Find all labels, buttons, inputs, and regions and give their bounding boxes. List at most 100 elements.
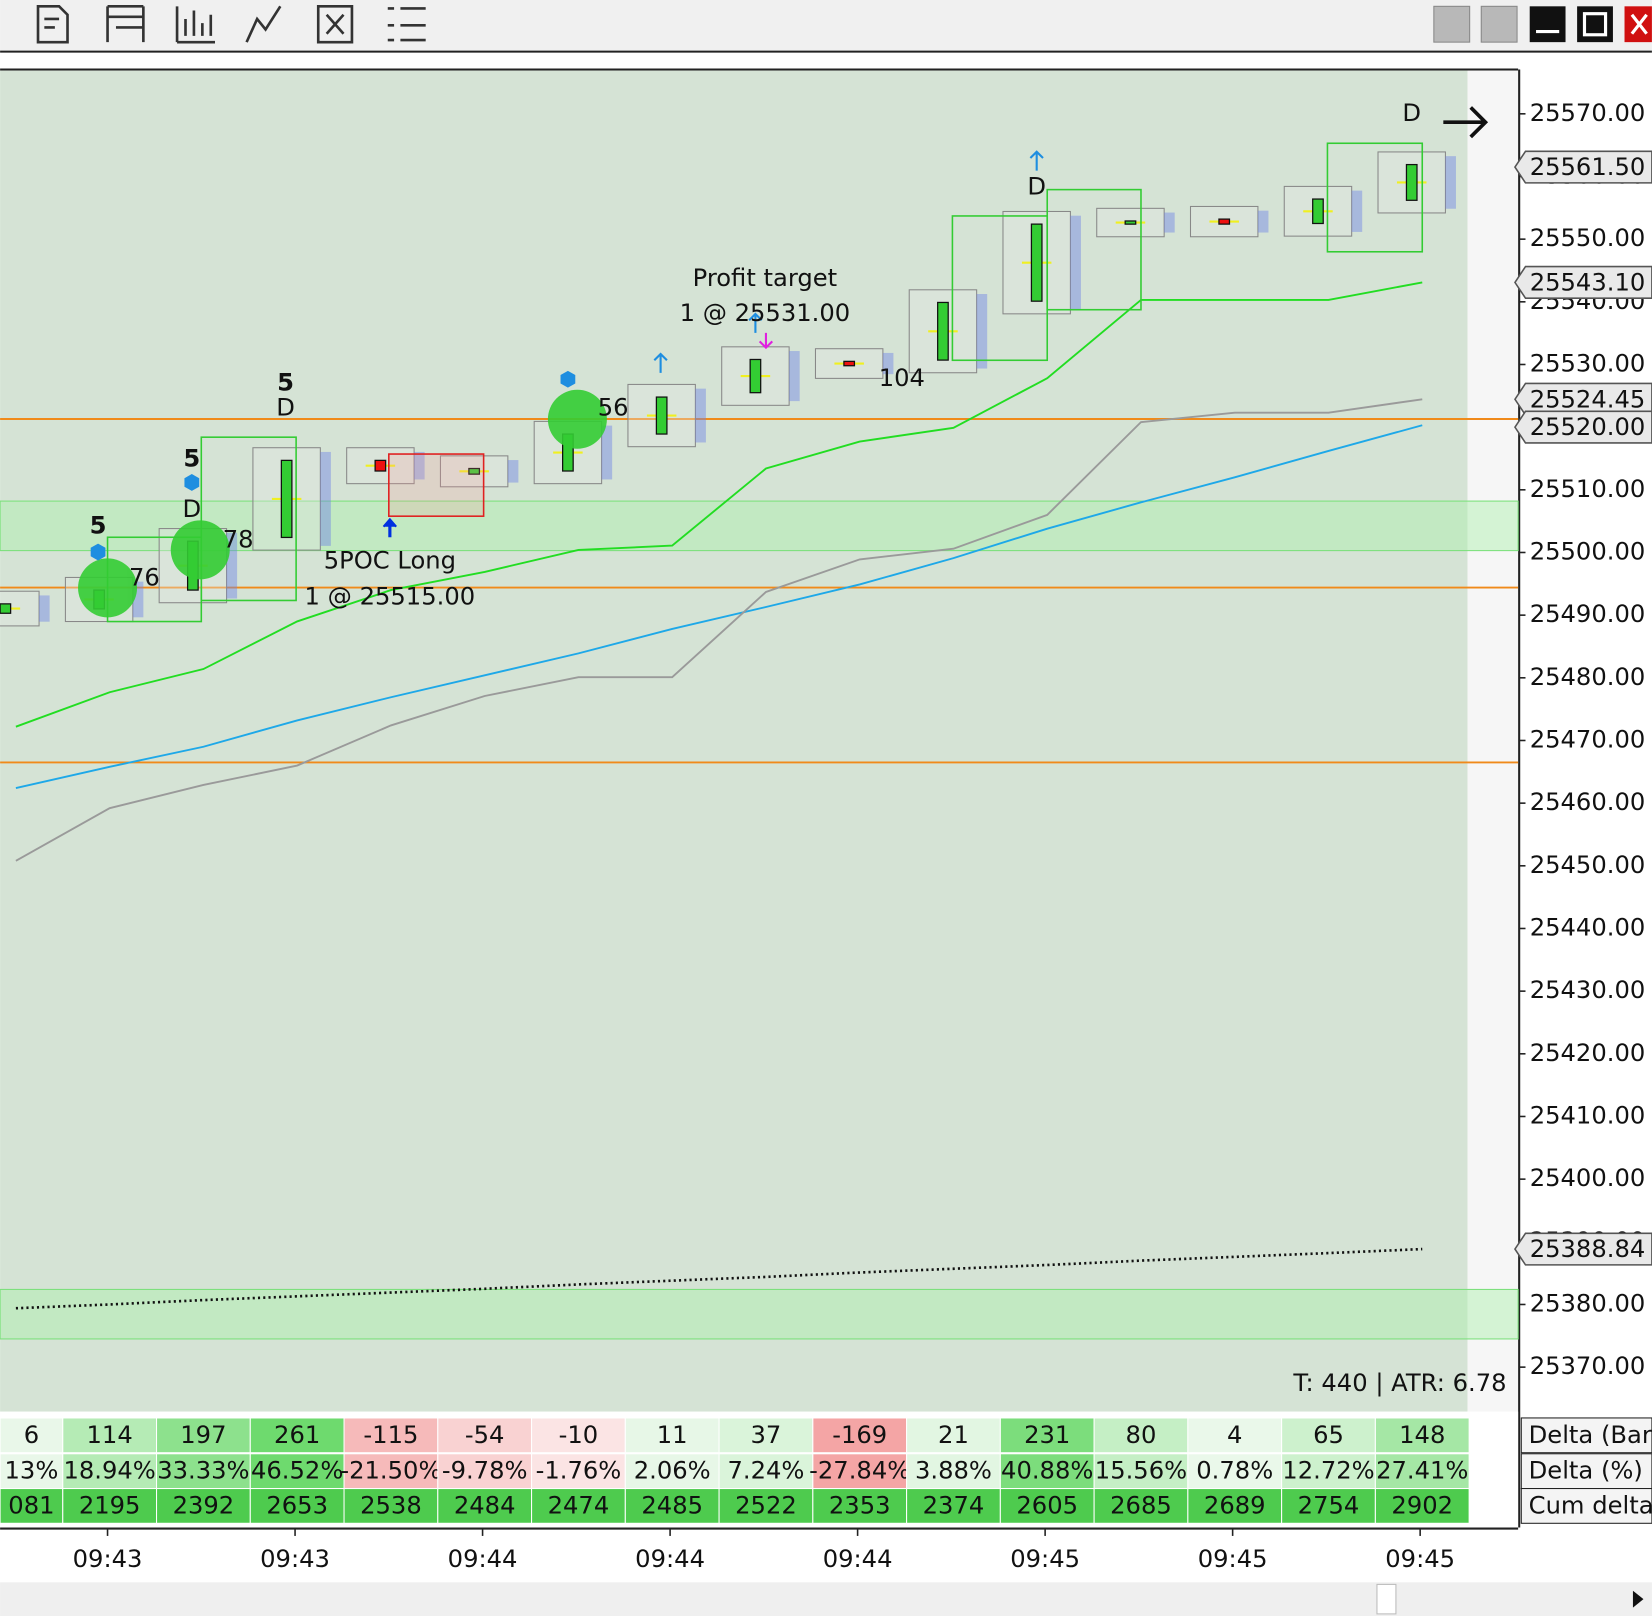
table-cell-text: 4: [1227, 1421, 1242, 1449]
table-cell-text: 37: [751, 1421, 782, 1449]
table-cell-text: 21: [938, 1421, 969, 1449]
volume-profile: [601, 425, 613, 480]
hexagons: [90, 370, 576, 561]
annotation: 78: [223, 525, 254, 553]
table-cell-text: 33.33%: [157, 1457, 249, 1485]
scroll-thumb[interactable]: [1376, 1583, 1397, 1615]
chart-end-arrow: [1443, 106, 1489, 139]
icon-indicators[interactable]: [175, 6, 215, 44]
annotation: 5POC Long: [324, 546, 456, 574]
table-cell-text: 6: [24, 1421, 39, 1449]
volume-profile: [695, 388, 706, 443]
table-cell-text: 80: [1126, 1421, 1157, 1449]
price-marker-label: 25561.50: [1530, 153, 1646, 181]
table-cell-text: 18.94%: [63, 1457, 155, 1485]
time-label: 09:45: [1010, 1545, 1080, 1573]
table-cell-text: 197: [180, 1421, 226, 1449]
table-cell-text: -115: [363, 1421, 418, 1449]
toolbar-icons[interactable]: [36, 5, 426, 44]
scrollbar[interactable]: [0, 1582, 1652, 1616]
table-cell-text: 11: [657, 1421, 688, 1449]
window-button[interactable]: [1433, 5, 1471, 43]
table-cell: [1374, 1417, 1470, 1454]
row-label-cell: [1520, 1488, 1652, 1524]
annotation: 104: [879, 364, 925, 392]
toolbar: [0, 0, 1652, 51]
price-tick-label: 25400.00: [1530, 1164, 1646, 1192]
table-cell: [156, 1417, 251, 1454]
price-tick-label: 25410.00: [1530, 1101, 1646, 1129]
minimize-button[interactable]: [1529, 6, 1566, 43]
table-cell: [1281, 1488, 1376, 1524]
icon-data-box[interactable]: [36, 5, 69, 44]
table-cell-text: -54: [465, 1421, 505, 1449]
table-cell-text: 2474: [548, 1491, 610, 1519]
table-cell: [624, 1417, 720, 1454]
annotation: D: [182, 495, 201, 523]
price-tick-label: 25530.00: [1530, 349, 1646, 377]
annotation: 56: [598, 394, 629, 422]
row-label: Cum delta: [1529, 1491, 1652, 1519]
indicator-line: [15, 424, 1423, 790]
annotation: 5: [183, 444, 200, 472]
table-cell: [718, 1417, 814, 1454]
volume-profile: [976, 294, 988, 369]
table-cell-text: 2374: [923, 1491, 985, 1519]
table-cell-text: 2605: [1016, 1491, 1078, 1519]
up-arrow: [653, 352, 668, 373]
window-button[interactable]: [1480, 5, 1518, 43]
price-tick-label: 25420.00: [1530, 1039, 1646, 1067]
table-cell-text: 2484: [454, 1491, 516, 1519]
volume-profile: [507, 460, 519, 483]
icon-list[interactable]: [387, 7, 426, 42]
icon-properties[interactable]: [106, 5, 145, 43]
scroll-right[interactable]: [1632, 1590, 1644, 1608]
volume-profile: [320, 451, 331, 546]
arrows: [382, 106, 1489, 538]
icon-drawing[interactable]: [245, 5, 282, 43]
price-marker-label: 25388.84: [1530, 1235, 1646, 1263]
table-cell: [0, 1453, 64, 1490]
table-cell: [249, 1417, 345, 1454]
candle: [1124, 220, 1137, 225]
price-tick-label: 25440.00: [1530, 913, 1646, 941]
table-cell-text: 114: [87, 1421, 133, 1449]
table-cell: [1093, 1488, 1189, 1524]
exit-arrow: [758, 332, 774, 350]
price-tick-label: 25370.00: [1530, 1352, 1646, 1380]
table-cell-text: 15.56%: [1095, 1457, 1187, 1485]
table-cell-text: 27.41%: [1376, 1457, 1468, 1485]
signal-box: [1046, 188, 1142, 311]
signal-box: [1326, 142, 1424, 253]
candle: [1312, 198, 1324, 225]
maximize-button[interactable]: [1577, 6, 1613, 43]
table-cell-text: 2522: [735, 1491, 797, 1519]
table-cell-text: 2685: [1110, 1491, 1172, 1519]
signal-dot: [170, 520, 230, 580]
table-cell-text: -169: [832, 1421, 887, 1449]
icon-strategies[interactable]: [316, 5, 354, 44]
price-tick-label: 25550.00: [1530, 224, 1646, 252]
candle: [937, 301, 949, 361]
table-cell-text: -1.76%: [536, 1457, 622, 1485]
table-cell-text: 7.24%: [727, 1457, 804, 1485]
table-cell-text: 148: [1399, 1421, 1445, 1449]
time-label: 09:44: [635, 1545, 705, 1573]
table-cell-text: -27.84%: [809, 1457, 910, 1485]
candle: [1405, 163, 1418, 201]
right-margin: [1467, 70, 1519, 1412]
table-cell: [437, 1453, 533, 1490]
candle: [1030, 223, 1043, 302]
table-cell-text: 40.88%: [1001, 1457, 1093, 1485]
price-tick-label: 25570.00: [1530, 99, 1646, 127]
table-cell: [906, 1417, 1001, 1454]
table-cell: [812, 1417, 908, 1454]
annotation: T: 440 | ATR: 6.78: [1292, 1369, 1506, 1397]
table-cell-text: 12.72%: [1282, 1457, 1374, 1485]
table-cell-text: 2653: [266, 1491, 328, 1519]
volume-profile: [882, 352, 894, 375]
time-label: 09:44: [448, 1545, 518, 1573]
price-tick-label: 25480.00: [1530, 663, 1646, 691]
table-cell: [343, 1417, 439, 1454]
candle: [374, 459, 387, 472]
